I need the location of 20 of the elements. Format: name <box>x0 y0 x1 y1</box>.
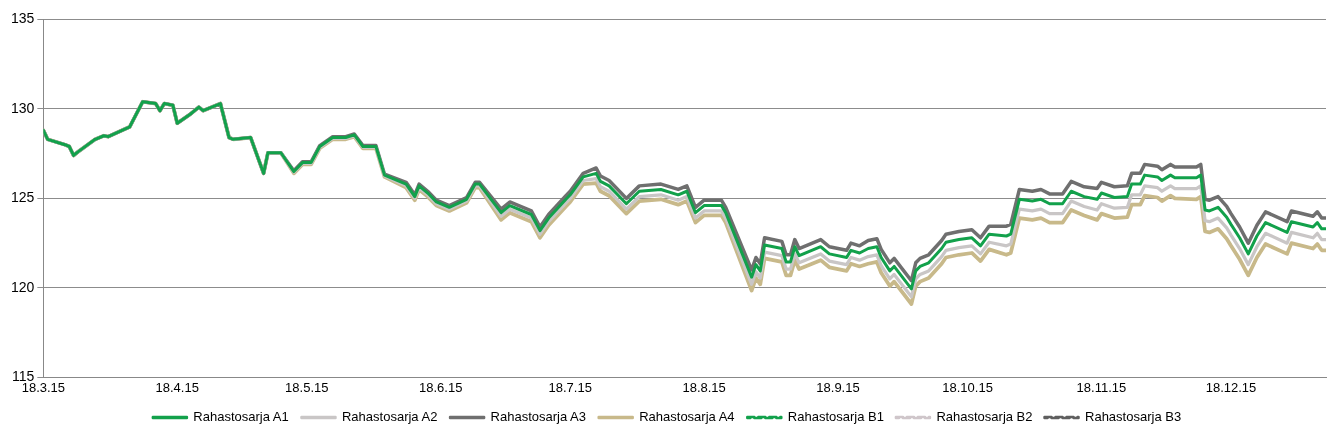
legend-label: Rahastosarja B1 <box>787 409 884 425</box>
x-tick-label: 18.9.15 <box>816 379 860 395</box>
y-tick-label: 125 <box>11 189 35 206</box>
legend-label: Rahastosarja A3 <box>490 409 586 425</box>
y-tick-label: 120 <box>11 278 35 295</box>
legend-label: Rahastosarja B3 <box>1085 409 1182 425</box>
x-tick-label: 18.12.15 <box>1205 379 1257 395</box>
y-tick-label: 135 <box>11 10 35 27</box>
y-tick-label: 130 <box>11 99 35 116</box>
legend-label: Rahastosarja A4 <box>639 409 735 425</box>
x-tick-label: 18.11.15 <box>1076 379 1127 395</box>
x-tick-label: 18.6.15 <box>418 379 463 395</box>
x-tick-label: 18.8.15 <box>682 379 726 395</box>
legend-label: Rahastosarja B2 <box>936 409 1033 425</box>
x-tick-label: 18.4.15 <box>155 379 199 395</box>
legend-label: Rahastosarja A2 <box>341 409 438 425</box>
x-tick-label: 18.7.15 <box>548 379 592 395</box>
x-tick-label: 18.5.15 <box>285 379 329 395</box>
x-tick-label: 18.10.15 <box>942 379 993 395</box>
legend-label: Rahastosarja A1 <box>193 409 289 425</box>
